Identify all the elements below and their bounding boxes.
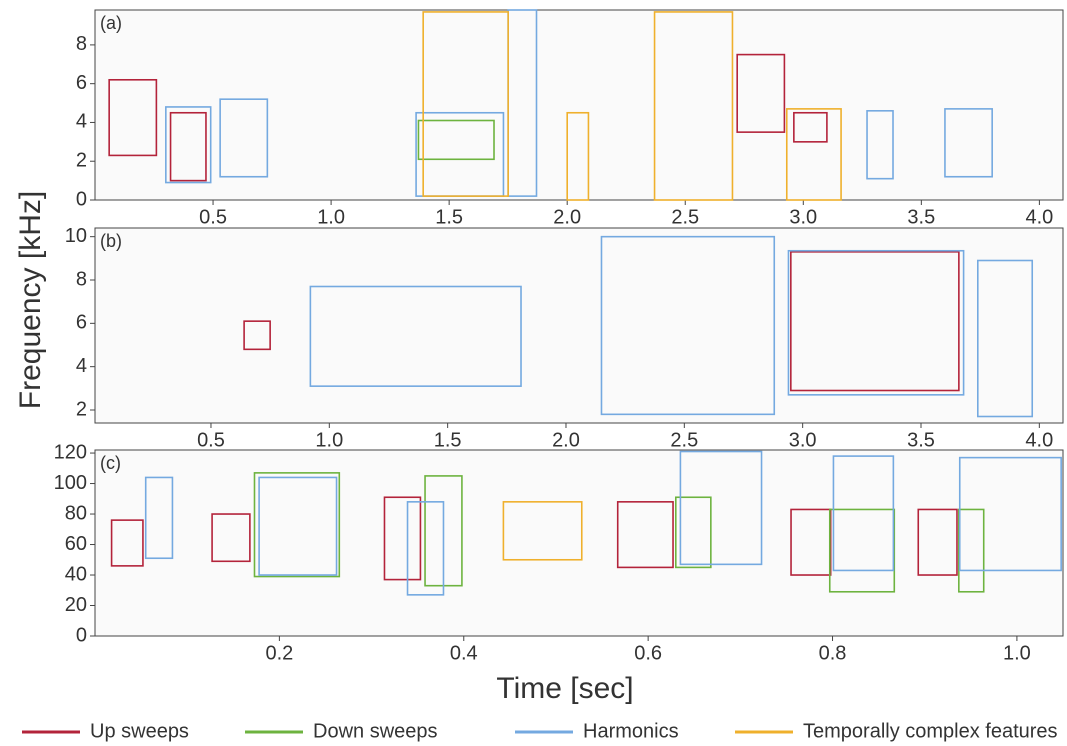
annotation-box [165,106,212,184]
x-tick-label: 4.0 [1025,206,1053,228]
annotation-box [108,78,158,157]
plot-area [94,449,1064,637]
y-tick-label: 20 [65,594,87,616]
annotation-box [309,285,522,387]
annotation-box [793,111,828,143]
legend-label: Temporally complex features [803,720,1058,742]
y-tick-label: 8 [76,268,87,290]
annotation-box [383,496,422,581]
annotation-box [169,111,207,182]
x-tick-label: 3.0 [789,429,817,451]
annotation-box [832,455,895,572]
x-axis-label: Time [sec] [496,672,633,705]
legend-label: Harmonics [583,720,679,742]
annotation-box [917,508,958,576]
x-tick-label: 1.5 [435,206,463,228]
panel-label: (a) [100,13,122,33]
annotation-box [502,501,583,561]
plot-area [94,227,1064,424]
x-tick-label: 1.0 [317,206,345,228]
legend-label: Up sweeps [90,720,189,742]
y-tick-label: 6 [76,312,87,334]
y-tick-label: 4 [76,111,87,133]
annotation-box [417,119,495,161]
x-tick-label: 0.4 [450,642,478,664]
annotation-box [944,108,993,178]
legend-label: Down sweeps [313,720,438,742]
annotation-box [219,98,269,178]
x-tick-label: 3.0 [789,206,817,228]
y-tick-label: 0 [76,188,87,210]
x-tick-label: 3.5 [907,206,935,228]
annotation-box [422,11,509,197]
y-tick-label: 8 [76,33,87,55]
annotation-box [243,320,271,351]
y-tick-label: 10 [65,225,87,247]
annotation-box [144,476,174,560]
y-axis-label: Frequency [kHz] [14,191,47,409]
annotation-box [790,508,832,576]
annotation-box [258,476,338,576]
y-tick-label: 2 [76,398,87,420]
panel-label: (c) [100,453,121,473]
panel-label: (b) [100,231,122,251]
annotation-box [616,501,674,569]
annotation-box [958,456,1062,572]
x-tick-label: 2.5 [670,429,698,451]
x-tick-label: 1.0 [1003,642,1031,664]
y-tick-label: 4 [76,355,87,377]
x-tick-label: 0.5 [197,429,225,451]
annotation-box [958,508,985,593]
annotation-box [790,251,960,392]
x-tick-label: 1.0 [315,429,343,451]
annotation-box [674,496,712,569]
y-tick-label: 100 [54,472,87,494]
annotation-box [679,450,763,566]
x-tick-label: 2.0 [552,429,580,451]
y-tick-label: 60 [65,533,87,555]
y-tick-label: 0 [76,624,87,646]
x-tick-label: 0.8 [819,642,847,664]
y-tick-label: 40 [65,563,87,585]
y-tick-label: 120 [54,441,87,463]
annotation-box [211,513,251,563]
x-tick-label: 0.5 [199,206,227,228]
annotation-box [866,110,894,180]
annotation-box [406,501,445,596]
annotation-box [600,235,776,416]
annotation-box [785,108,842,201]
annotation-box [566,111,590,201]
x-tick-label: 2.0 [553,206,581,228]
annotation-box [828,508,896,593]
y-tick-label: 80 [65,502,87,524]
x-tick-label: 1.5 [434,429,462,451]
x-tick-label: 0.2 [265,642,293,664]
x-tick-label: 0.6 [634,642,662,664]
plot-area [94,9,1064,201]
annotation-box [110,519,144,567]
annotation-box [787,249,965,396]
x-tick-label: 3.5 [907,429,935,451]
y-tick-label: 2 [76,150,87,172]
annotation-box [653,11,734,201]
y-tick-label: 6 [76,72,87,94]
annotation-box [976,259,1034,418]
x-tick-label: 4.0 [1025,429,1053,451]
annotation-box [736,53,786,133]
annotation-box [253,472,341,578]
x-tick-label: 2.5 [671,206,699,228]
